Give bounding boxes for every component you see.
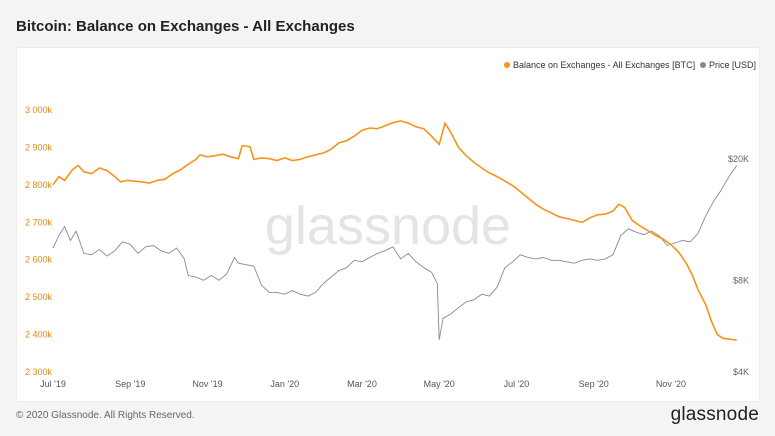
y-right-tick-label: $4K	[733, 367, 749, 377]
y-right-tick-label: $20K	[728, 154, 749, 164]
y-left-tick-label: 2 800k	[25, 180, 53, 190]
y-left-tick-label: 2 400k	[25, 330, 53, 340]
y-left-tick-label: 2 500k	[25, 292, 53, 302]
watermark: glassnode	[265, 196, 511, 256]
legend-marker-balance	[504, 62, 510, 68]
series-line-price	[52, 165, 737, 340]
x-tick-label: Nov '20	[656, 379, 686, 389]
y-left-tick-label: 2 700k	[25, 217, 53, 227]
legend: Balance on Exchanges - All Exchanges [BT…	[504, 60, 756, 70]
x-tick-label: Nov '19	[192, 379, 222, 389]
y-left-tick-label: 2 600k	[25, 255, 53, 265]
x-tick-label: Sep '19	[115, 379, 145, 389]
x-tick-label: Jan '20	[270, 379, 299, 389]
chart-panel: glassnode Balance on Exchanges - All Exc…	[16, 47, 760, 402]
legend-label-price[interactable]: Price [USD]	[709, 60, 756, 70]
x-axis: Jul '19 Sep '19 Nov '19 Jan '20 Mar '20 May '…	[40, 379, 686, 389]
x-tick-label: May '20	[424, 379, 455, 389]
x-tick-label: Sep '20	[579, 379, 609, 389]
y-left-tick-label: 2 300k	[25, 367, 53, 377]
glassnode-logo[interactable]: glassnode	[670, 404, 759, 425]
copyright-text: © 2020 Glassnode. All Rights Reserved.	[16, 410, 195, 421]
y-right-tick-label: $8K	[733, 275, 749, 285]
chart-svg: glassnode Balance on Exchanges - All Exc…	[25, 60, 756, 389]
y-left-tick-label: 2 900k	[25, 142, 53, 152]
y-axis-right: $20K $8K $4K	[728, 154, 749, 377]
legend-label-balance[interactable]: Balance on Exchanges - All Exchanges [BT…	[513, 60, 695, 70]
series-line-balance	[52, 120, 737, 341]
y-axis-left: 3 000k 2 900k 2 800k 2 700k 2 600k 2 500k 2 40…	[25, 105, 53, 377]
x-tick-label: Jul '19	[40, 379, 66, 389]
x-tick-label: Jul '20	[504, 379, 530, 389]
y-left-tick-label: 3 000k	[25, 105, 53, 115]
legend-marker-price	[700, 62, 706, 68]
chart-title: Bitcoin: Balance on Exchanges - All Exch…	[16, 18, 355, 35]
x-tick-label: Mar '20	[347, 379, 377, 389]
